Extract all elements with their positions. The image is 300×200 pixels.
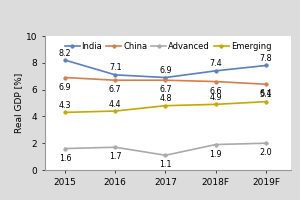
Advanced — [164, 154, 167, 156]
Text: 5.1: 5.1 — [260, 90, 272, 99]
Advanced — [264, 142, 268, 144]
Text: 4.8: 4.8 — [159, 94, 172, 103]
Text: 2.0: 2.0 — [260, 148, 272, 157]
Text: 4.4: 4.4 — [109, 100, 122, 109]
Emerging — [113, 110, 117, 112]
India — [164, 76, 167, 79]
Text: 1.7: 1.7 — [109, 152, 122, 161]
Advanced — [214, 143, 217, 146]
Text: 7.4: 7.4 — [209, 59, 222, 68]
Text: 6.4: 6.4 — [260, 89, 272, 98]
China — [164, 79, 167, 81]
India — [63, 59, 67, 61]
Text: 6.9: 6.9 — [59, 83, 71, 92]
Text: 8.2: 8.2 — [59, 49, 71, 58]
Emerging — [63, 111, 67, 114]
Text: 7.1: 7.1 — [109, 63, 122, 72]
Line: China: China — [63, 76, 268, 86]
India — [113, 74, 117, 76]
Emerging — [214, 103, 217, 106]
Line: Emerging: Emerging — [63, 100, 268, 114]
Text: 4.9: 4.9 — [209, 93, 222, 102]
Text: 1.9: 1.9 — [209, 150, 222, 159]
Line: India: India — [63, 58, 268, 79]
Text: 6.7: 6.7 — [109, 85, 122, 94]
China — [63, 76, 67, 79]
Advanced — [113, 146, 117, 148]
Text: 1.1: 1.1 — [159, 160, 172, 169]
India — [264, 64, 268, 67]
Text: 7.8: 7.8 — [260, 54, 272, 63]
Line: Advanced: Advanced — [63, 141, 268, 157]
China — [264, 83, 268, 85]
Text: 1.6: 1.6 — [59, 154, 71, 163]
China — [113, 79, 117, 81]
Advanced — [63, 147, 67, 150]
Text: 4.3: 4.3 — [59, 101, 71, 110]
India — [214, 70, 217, 72]
Y-axis label: Real GDP [%]: Real GDP [%] — [14, 73, 23, 133]
Emerging — [164, 104, 167, 107]
Emerging — [264, 100, 268, 103]
China — [214, 80, 217, 83]
Text: 6.6: 6.6 — [209, 87, 222, 96]
Text: 6.9: 6.9 — [159, 66, 172, 75]
Legend: India, China, Advanced, Emerging: India, China, Advanced, Emerging — [63, 40, 273, 52]
Text: 6.7: 6.7 — [159, 85, 172, 94]
